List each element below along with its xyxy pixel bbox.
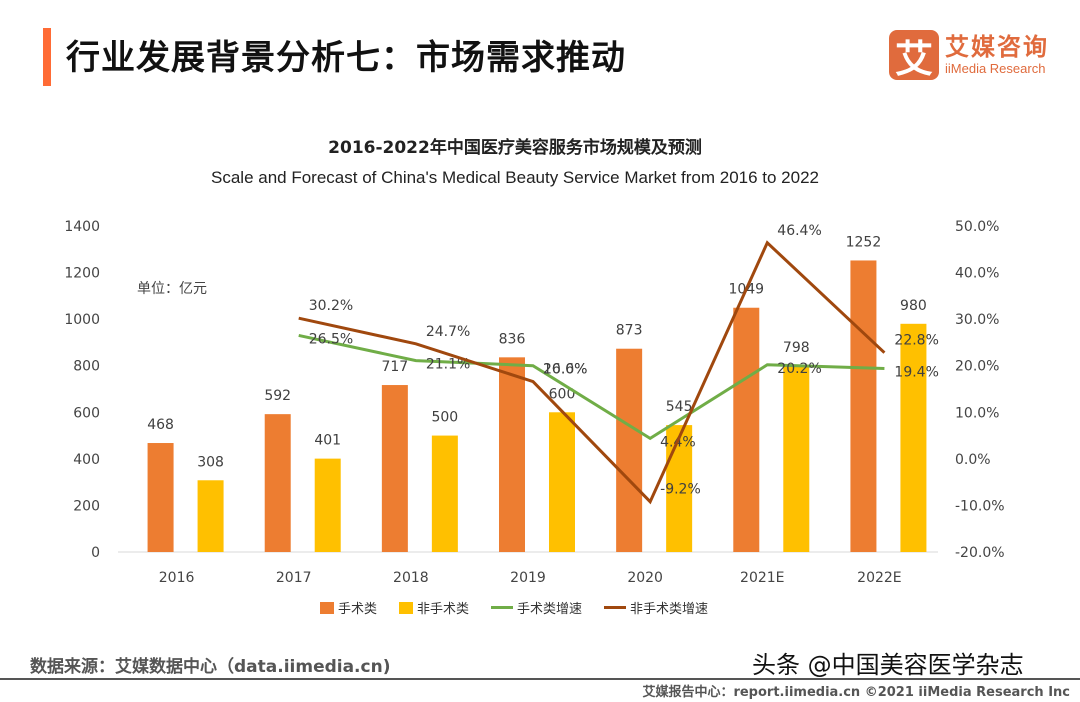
page-title: 行业发展背景分析七：市场需求推动 xyxy=(66,38,626,78)
y-right-tick-label: 20.0% xyxy=(955,359,999,375)
line-data-label: 22.8% xyxy=(894,333,938,349)
line-data-label: 16.6% xyxy=(543,362,587,378)
chart-title: 2016-2022年中国医疗美容服务市场规模及预测 xyxy=(328,138,702,158)
bar-surgical xyxy=(381,385,408,552)
legend-item-non-surgical-growth: 非手术类增速 xyxy=(604,598,708,617)
bar-data-label: 500 xyxy=(431,410,458,426)
bar-surgical xyxy=(147,443,174,552)
x-tick-label: 2019 xyxy=(510,570,546,586)
bar-data-label: 980 xyxy=(900,298,927,314)
watermark: 头条 @中国美容医学杂志 xyxy=(752,651,1024,679)
bar-data-label: 592 xyxy=(264,388,291,404)
line-data-label: 21.1% xyxy=(426,357,470,373)
bar-data-label: 600 xyxy=(549,386,576,402)
iimedia-logo: 艾 艾媒咨询 iiMedia Research xyxy=(889,30,1049,81)
bar-non-surgical xyxy=(783,366,810,552)
bar-surgical xyxy=(499,357,525,552)
y-left-tick-label: 600 xyxy=(73,405,100,421)
bar-non-surgical xyxy=(900,323,927,552)
legend-label: 非手术类增速 xyxy=(630,602,709,617)
x-tick-label: 2021E xyxy=(740,570,784,586)
legend-item-non-surgical: 非手术类 xyxy=(399,598,469,617)
bar-surgical xyxy=(850,260,877,552)
legend-swatch xyxy=(491,606,514,609)
y-right-tick-label: 10.0% xyxy=(955,405,999,421)
bar-non-surgical xyxy=(314,458,341,552)
y-right-tick-label: 50.0% xyxy=(955,219,999,235)
bar-data-label: 308 xyxy=(197,454,224,470)
bar-non-surgical xyxy=(197,480,224,552)
line-data-label: -9.2% xyxy=(660,482,701,498)
line-non-surgical-growth xyxy=(298,240,886,505)
x-tick-label: 2022E xyxy=(857,570,901,586)
bar-data-label: 836 xyxy=(499,331,526,347)
legend-swatch xyxy=(320,601,334,614)
line-data-label: 24.7% xyxy=(426,324,470,340)
unit-label: 单位：亿元 xyxy=(137,281,207,297)
y-left-tick-label: 1200 xyxy=(64,266,100,282)
bar-data-label: 468 xyxy=(147,417,174,433)
bar-data-label: 798 xyxy=(783,340,810,356)
bar-data-label: 873 xyxy=(616,323,643,339)
footer-divider xyxy=(0,678,1080,680)
x-tick-label: 2018 xyxy=(393,570,429,586)
line-data-label: 26.5% xyxy=(309,331,353,347)
legend-swatch xyxy=(604,606,627,609)
bar-data-label: 717 xyxy=(381,359,408,375)
y-left-tick-label: 1400 xyxy=(64,219,100,235)
y-left-tick-label: 0 xyxy=(91,545,100,561)
logo-mark-icon: 艾 xyxy=(889,30,939,81)
y-right-tick-label: 40.0% xyxy=(955,266,999,282)
logo-cn-text: 艾媒咨询 xyxy=(945,33,1049,61)
y-left-tick-label: 200 xyxy=(73,498,100,514)
y-left-tick-label: 1000 xyxy=(64,312,100,328)
bar-data-label: 1252 xyxy=(846,234,882,250)
line-surgical-growth xyxy=(298,333,885,441)
bar-surgical xyxy=(733,307,760,552)
line-data-label: 20.2% xyxy=(777,361,821,377)
chart-subtitle: Scale and Forecast of China's Medical Be… xyxy=(211,168,819,187)
x-tick-label: 2017 xyxy=(276,570,312,586)
y-left-tick-label: 400 xyxy=(73,452,100,468)
bar-data-label: 545 xyxy=(666,399,693,415)
bar-surgical xyxy=(264,414,291,552)
line-data-label: 20.0% xyxy=(543,362,587,378)
y-right-tick-label: -10.0% xyxy=(955,498,1005,514)
legend-item-surgical-growth: 手术类增速 xyxy=(491,598,582,617)
title-accent-bar xyxy=(43,28,51,86)
y-right-tick-label: -20.0% xyxy=(955,545,1005,561)
bar-surgical xyxy=(616,348,643,552)
x-tick-label: 2016 xyxy=(159,570,195,586)
line-data-label: 19.4% xyxy=(894,365,938,381)
bar-data-label: 401 xyxy=(314,433,341,449)
chart-legend: 手术类 非手术类 手术类增速 非手术类增速 xyxy=(320,598,708,617)
logo-en-text: iiMedia Research xyxy=(945,61,1046,76)
y-right-tick-label: 0.0% xyxy=(955,452,991,468)
legend-label: 手术类增速 xyxy=(517,602,583,617)
bar-non-surgical xyxy=(431,435,458,552)
line-data-label: 46.4% xyxy=(777,223,821,239)
bar-non-surgical xyxy=(549,412,575,552)
data-source: 数据来源：艾媒数据中心（data.iimedia.cn) xyxy=(30,657,391,677)
legend-swatch xyxy=(399,601,414,614)
legend-label: 手术类 xyxy=(338,602,378,617)
legend-label: 非手术类 xyxy=(417,602,470,617)
y-right-tick-label: 30.0% xyxy=(955,312,999,328)
footer-copyright: 艾媒报告中心：report.iimedia.cn ©2021 iiMedia R… xyxy=(642,685,1070,700)
bar-non-surgical xyxy=(666,425,693,552)
legend-item-surgical: 手术类 xyxy=(320,598,377,617)
line-data-label: 30.2% xyxy=(309,298,353,314)
y-left-tick-label: 800 xyxy=(73,359,100,375)
x-tick-label: 2020 xyxy=(627,570,663,586)
